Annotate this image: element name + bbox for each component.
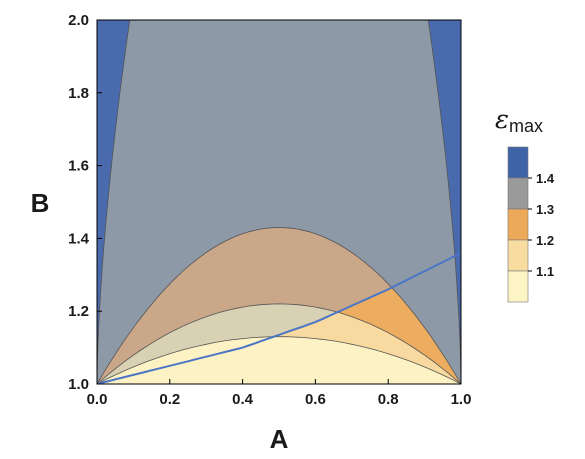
legend-swatch bbox=[507, 270, 529, 303]
y-axis-ticks: 1.0 1.2 1.4 1.6 1.8 2.0 bbox=[68, 12, 102, 393]
plot-frame bbox=[96, 19, 462, 385]
legend-swatches bbox=[507, 146, 529, 303]
x-tick-label: 1.0 bbox=[451, 391, 472, 408]
y-tick-label: 1.2 bbox=[68, 303, 89, 320]
x-axis-ticks: 0.0 0.2 0.4 0.6 0.8 1.0 bbox=[87, 379, 472, 408]
y-axis-label: B bbox=[31, 188, 50, 218]
x-tick-label: 0.0 bbox=[87, 391, 108, 408]
legend-swatch bbox=[507, 177, 529, 210]
x-tick-label: 0.6 bbox=[305, 391, 326, 408]
legend-label: 1.2 bbox=[536, 233, 554, 248]
legend-title: εmax bbox=[495, 105, 543, 136]
y-tick-label: 2.0 bbox=[68, 12, 89, 29]
legend-swatch bbox=[507, 239, 529, 272]
contour-line-1-4-left bbox=[97, 20, 131, 384]
legend-labels: 1.4 1.3 1.2 1.1 bbox=[528, 171, 555, 279]
y-tick-label: 1.4 bbox=[68, 230, 90, 247]
x-tick-label: 0.8 bbox=[378, 391, 399, 408]
legend-swatch bbox=[507, 146, 529, 179]
contour-line-1-3 bbox=[97, 227, 461, 384]
contour-line-1-2 bbox=[97, 303, 461, 384]
x-tick-label: 0.2 bbox=[159, 391, 180, 408]
y-tick-label: 1.0 bbox=[68, 376, 89, 393]
plot-regions bbox=[97, 20, 461, 384]
boundary-curve bbox=[97, 252, 461, 384]
legend-swatch bbox=[507, 208, 529, 241]
contour-line-1-1 bbox=[97, 336, 461, 384]
legend-label: 1.4 bbox=[536, 171, 555, 186]
legend-label: 1.3 bbox=[536, 202, 554, 217]
legend: εmax 1.4 1.3 1.2 1.1 bbox=[495, 105, 555, 303]
x-tick-label: 0.4 bbox=[232, 391, 254, 408]
x-axis-label: A bbox=[270, 424, 289, 454]
contour-line-1-4-right bbox=[427, 20, 461, 384]
y-tick-label: 1.6 bbox=[68, 158, 89, 175]
legend-label: 1.1 bbox=[536, 264, 554, 279]
y-tick-label: 1.8 bbox=[68, 85, 89, 102]
